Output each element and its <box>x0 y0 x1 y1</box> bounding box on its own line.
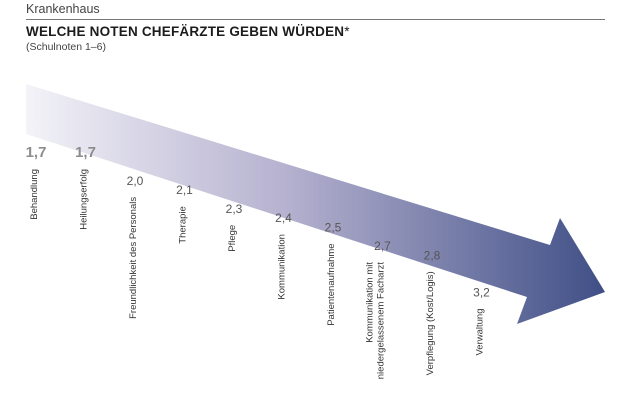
category-label: Kommunikation mitniedergelassenem Fachar… <box>365 262 387 380</box>
category-label: Behandlung <box>29 169 40 220</box>
value-label: 2,5 <box>325 220 342 234</box>
category-label-line: Verpflegung (Kost/Logis) <box>425 271 436 375</box>
trend-arrow <box>26 84 605 324</box>
category-label: Pflege <box>227 225 238 252</box>
category-label-line: Pflege <box>227 225 238 252</box>
category-label: Verwaltung <box>475 309 486 356</box>
category-label: Therapie <box>178 206 189 244</box>
category-label-line: niedergelassenem Facharzt <box>376 262 387 380</box>
category-label-line: Freundlichkeit des Personals <box>128 197 139 319</box>
category-label: Heilungserfolg <box>79 169 90 230</box>
value-label: 1,7 <box>75 144 96 161</box>
category-label: Verpflegung (Kost/Logis) <box>425 271 436 375</box>
value-label: 2,3 <box>226 202 243 216</box>
category-label-line: Kommunikation <box>277 234 288 299</box>
category-label-line: Behandlung <box>29 169 40 220</box>
section-label: Krankenhaus <box>26 2 100 16</box>
chart-subtitle: (Schulnoten 1–6) <box>26 41 106 53</box>
value-label: 2,0 <box>127 174 144 188</box>
footnote-mark: * <box>344 24 350 39</box>
value-label: 2,1 <box>176 183 193 197</box>
top-rule <box>26 19 605 20</box>
value-label: 3,2 <box>473 286 490 300</box>
chart-title-text: WELCHE NOTEN CHEFÄRZTE GEBEN WÜRDEN <box>26 24 345 39</box>
category-label: Freundlichkeit des Personals <box>128 197 139 319</box>
category-label: Patientenaufnahme <box>326 243 337 325</box>
category-label-line: Verwaltung <box>475 309 486 356</box>
category-label-line: Heilungserfolg <box>79 169 90 230</box>
value-label: 2,7 <box>374 239 391 253</box>
category-label-line: Patientenaufnahme <box>326 243 337 325</box>
chart-marks: 1,7 Behandlung 1,7 Heilungserfolg 2,0 Freundl… <box>26 144 491 379</box>
category-label-line: Kommunikation mit <box>365 262 376 343</box>
category-label: Kommunikation <box>277 234 288 299</box>
chart-title: WELCHE NOTEN CHEFÄRZTE GEBEN WÜRDEN* <box>26 24 350 39</box>
category-label-line: Therapie <box>178 206 189 244</box>
value-label: 1,7 <box>26 144 47 161</box>
value-label: 2,8 <box>424 248 441 262</box>
value-label: 2,4 <box>275 211 292 225</box>
